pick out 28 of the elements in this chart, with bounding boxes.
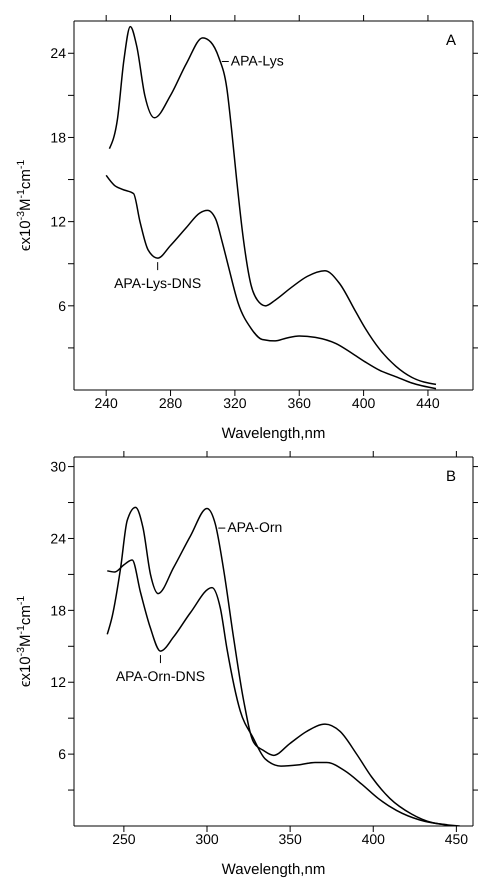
x-tick-label: 400 (362, 830, 386, 847)
x-tick-label: 360 (288, 394, 312, 411)
x-tick-label: 280 (158, 394, 182, 411)
x-tick-label: 400 (352, 394, 376, 411)
annotation: A (446, 32, 456, 49)
x-tick-label: 350 (278, 830, 302, 847)
x-axis-title: Wavelength,nm (222, 425, 326, 442)
y-tick-label: 18 (50, 602, 66, 618)
y-tick-label: 30 (50, 458, 66, 475)
y-tick-label: 18 (50, 129, 66, 146)
y-tick-label: 12 (50, 674, 66, 690)
y-tick-label: 12 (50, 214, 66, 230)
x-tick-label: 450 (444, 830, 468, 847)
annotation: B (446, 468, 456, 485)
legend-label: APA-Orn (227, 519, 282, 536)
x-tick-label: 240 (94, 394, 118, 411)
legend-label: APA-Lys (230, 52, 284, 68)
y-tick-label: 24 (50, 530, 66, 546)
series-label: APA-Lys-DNS (114, 275, 202, 292)
x-tick-label: 440 (416, 394, 440, 411)
y-tick-label: 6 (58, 298, 66, 314)
x-tick-label: 250 (112, 830, 136, 847)
y-tick-label: 24 (50, 45, 66, 62)
x-tick-label: 300 (195, 830, 219, 847)
x-axis-title: Wavelength,nm (222, 861, 326, 878)
series-label: APA-Orn-DNS (116, 668, 206, 684)
y-tick-label: 6 (58, 746, 66, 762)
x-tick-label: 320 (223, 394, 247, 411)
